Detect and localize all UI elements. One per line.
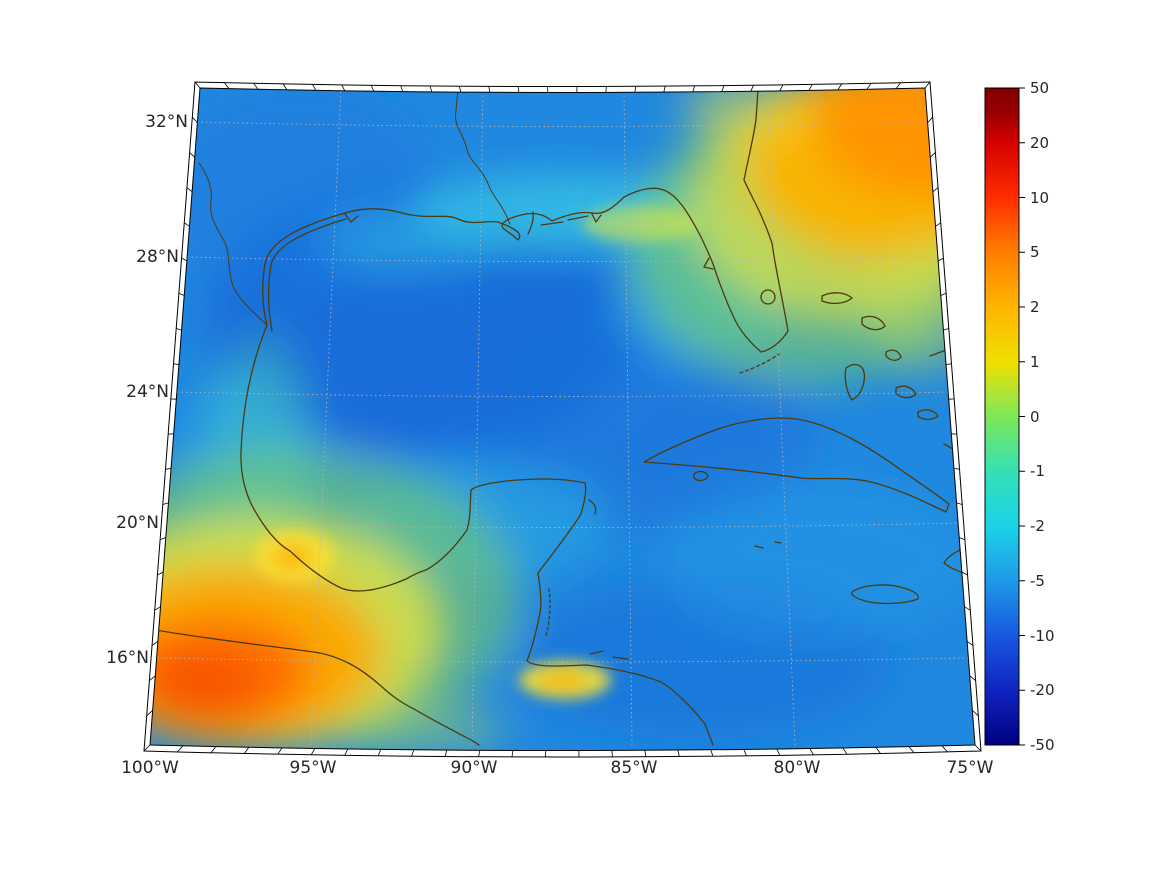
x-tick-label: 90°W	[450, 758, 498, 778]
florida-keys-line	[739, 353, 780, 374]
colorbar-tick-label: -1	[1030, 462, 1045, 480]
colorbar-tick-label: -5	[1030, 572, 1045, 590]
rio-grande-river-line	[198, 162, 268, 326]
parallel-28N	[186, 256, 939, 262]
colorbar-tick-label: -20	[1030, 681, 1055, 699]
colorbar-tick-label: -50	[1030, 736, 1055, 754]
texas-barrier-islands	[267, 218, 347, 332]
bay-notches	[344, 213, 714, 270]
colorbar-tick-label: -10	[1030, 627, 1055, 645]
meridian-95W	[310, 88, 342, 746]
y-tick-label: 24°N	[126, 382, 169, 402]
mississippi-river-line	[454, 88, 511, 225]
heatmap-layer	[150, 88, 975, 751]
meridian-85W	[623, 88, 633, 746]
x-tick-label: 85°W	[610, 758, 658, 778]
parallel-20N	[166, 522, 959, 528]
colorbar-tick-label: 5	[1030, 243, 1040, 261]
colorbar-tick-label: -2	[1030, 517, 1045, 535]
frame-ticks	[143, 81, 982, 758]
pacific-coast-outline	[150, 628, 480, 746]
colorbar-tick-label: 50	[1030, 79, 1050, 97]
colorbar-tick-label: 0	[1030, 408, 1040, 426]
meridian-80W	[766, 88, 796, 746]
barrier-islands	[527, 211, 589, 235]
mexico-yucatan-outline	[240, 324, 714, 746]
heatmap-large-features	[150, 88, 975, 751]
belize-reef-line	[545, 588, 551, 637]
y-tick-label: 32°N	[145, 112, 188, 132]
jamaica-outline	[850, 584, 919, 605]
colorbar-tick-label: 10	[1030, 189, 1050, 207]
map-frame	[143, 81, 982, 758]
x-tick-label: 100°W	[121, 758, 179, 778]
y-tick-label: 28°N	[136, 247, 179, 267]
parallel-32N	[196, 121, 929, 127]
colorbar-tick-label: 20	[1030, 134, 1050, 152]
cayman-islets	[754, 541, 782, 549]
map-frame-inner	[149, 87, 976, 751]
y-tick-label: 20°N	[116, 513, 159, 533]
cuba-outline	[643, 417, 950, 513]
x-tick-label: 75°W	[946, 758, 994, 778]
meridian-90W	[471, 88, 484, 746]
bahamas-outlines	[821, 292, 959, 453]
colorbar-ticks	[1019, 87, 1025, 746]
graticule-layer	[156, 88, 969, 746]
lake-okeechobee-outline	[760, 289, 776, 305]
colorbar-tick-label: 2	[1030, 298, 1040, 316]
bay-islands	[588, 499, 629, 660]
y-tick-label: 16°N	[106, 648, 149, 668]
parallel-16N	[156, 657, 969, 663]
x-tick-label: 80°W	[773, 758, 821, 778]
gulf-coast-outline	[261, 88, 789, 353]
colorbar	[984, 87, 1025, 746]
colorbar-tick-label: 1	[1030, 353, 1040, 371]
warm-anomaly-bottom-left	[150, 450, 520, 751]
colorbar-gradient	[984, 87, 1020, 746]
x-tick-label: 95°W	[289, 758, 337, 778]
